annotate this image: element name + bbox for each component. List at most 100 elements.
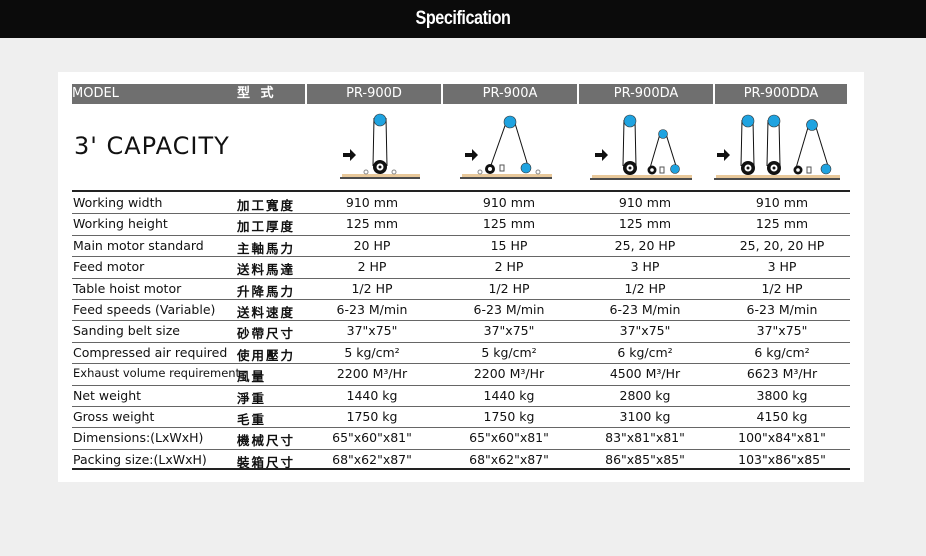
cell-value: 125 mm	[618, 216, 672, 232]
table-row: Feed motor 送料馬達 2 HP 2 HP 3 HP 3 HP	[72, 256, 850, 279]
cell-value: 25, 20, 20 HP	[739, 237, 825, 253]
cell-value: 2 HP	[494, 259, 524, 275]
cell-value: 5 kg/cm²	[344, 344, 400, 360]
row-label-zh: 砂帶尺寸	[237, 326, 296, 342]
pr-900a-diagram	[460, 115, 552, 179]
cell-value: 103"x86"x85"	[738, 451, 826, 467]
row-label-en: Net weight	[73, 387, 142, 403]
cell-value: 68"x62"x87"	[332, 451, 412, 467]
cell-value: 1750 kg	[483, 409, 535, 424]
cell-value: 3 HP	[767, 259, 797, 275]
table-row: Sanding belt size 砂帶尺寸 37"x75" 37"x75" 37"x7…	[72, 320, 850, 343]
row-label-en: Table hoist motor	[73, 280, 182, 296]
divider	[72, 468, 850, 470]
cell-value: 6-23 M/min	[746, 302, 818, 317]
row-label-zh: 主軸馬力	[237, 240, 296, 256]
row-label-en: Exhaust volume requirement	[73, 366, 241, 381]
table-row: Dimensions:(LxWxH) 機械尺寸 65"x60"x81" 65"x60"…	[72, 427, 850, 450]
cell-value: 100"x84"x81"	[738, 430, 826, 446]
table-row: Gross weight 毛重 1750 kg 1750 kg 3100 kg 4150 …	[72, 406, 850, 429]
row-label-zh: 毛重	[237, 412, 267, 427]
cell-value: 6 kg/cm²	[754, 344, 810, 360]
cell-value: 2800 kg	[619, 387, 671, 403]
cell-value: 910 mm	[482, 195, 536, 210]
row-label-zh: 機械尺寸	[237, 433, 296, 449]
cell-value: 2200 M³/Hr	[336, 366, 408, 382]
cell-value: 125 mm	[345, 216, 399, 232]
table-row: Exhaust volume requirement 風量 2200 M³/Hr 22…	[72, 363, 850, 386]
row-label-zh: 使用壓力	[237, 347, 296, 363]
header-pr-900d: PR-900D	[307, 84, 441, 104]
cell-value: 1440 kg	[346, 387, 398, 403]
top-bar: Specification	[0, 0, 926, 38]
cell-value: 2200 M³/Hr	[473, 366, 545, 382]
divider	[72, 190, 850, 192]
table-row: Table hoist motor 升降馬力 1/2 HP 1/2 HP 1/2 HP 1…	[72, 278, 850, 300]
cell-value: 3 HP	[630, 259, 660, 275]
row-label-en: Compressed air required	[73, 344, 228, 360]
cell-value: 83"x81"x81"	[605, 430, 685, 446]
cell-value: 1/2 HP	[351, 280, 393, 296]
row-label-zh: 加工寬度	[237, 198, 296, 213]
row-label-en: Packing size:(LxWxH)	[73, 451, 207, 467]
cell-value: 37"x75"	[756, 323, 808, 339]
cell-value: 1750 kg	[346, 409, 398, 424]
cell-value: 4150 kg	[756, 409, 808, 424]
cell-value: 6-23 M/min	[473, 302, 545, 317]
cell-value: 6-23 M/min	[609, 302, 681, 317]
table-row: Packing size:(LxWxH) 裝箱尺寸 68"x62"x87" 68"x6…	[72, 449, 850, 470]
row-label-en: Gross weight	[73, 409, 155, 424]
page-title: Specification	[415, 8, 511, 29]
row-label-zh: 裝箱尺寸	[237, 454, 296, 470]
table-row: Feed speeds (Variable) 送料速度 6-23 M/min 6-23…	[72, 299, 850, 322]
header-model-en: MODEL	[72, 86, 119, 101]
cell-value: 2 HP	[357, 259, 387, 275]
header-model-zh: 型 式	[237, 86, 277, 101]
row-label-en: Dimensions:(LxWxH)	[73, 430, 204, 446]
cell-value: 68"x62"x87"	[469, 451, 549, 467]
row-label-en: Feed speeds (Variable)	[73, 302, 216, 317]
cell-value: 125 mm	[482, 216, 536, 232]
cell-value: 6 kg/cm²	[617, 344, 673, 360]
row-label-en: Working height	[73, 216, 168, 232]
header-pr-900a: PR-900A	[443, 84, 577, 104]
row-label-zh: 加工厚度	[237, 219, 296, 235]
row-label-en: Feed motor	[73, 259, 145, 275]
cell-value: 6623 M³/Hr	[746, 366, 818, 382]
header-pr-900dda: PR-900DDA	[715, 84, 847, 104]
cell-value: 910 mm	[755, 195, 809, 210]
cell-value: 1440 kg	[483, 387, 535, 403]
cell-value: 1/2 HP	[624, 280, 666, 296]
pr-900d-diagram	[340, 113, 420, 179]
cell-value: 25, 20 HP	[614, 237, 676, 253]
table-row: Compressed air required 使用壓力 5 kg/cm² 5 kg/…	[72, 342, 850, 365]
cell-value: 37"x75"	[483, 323, 535, 339]
cell-value: 1/2 HP	[761, 280, 803, 296]
cell-value: 4500 M³/Hr	[609, 366, 681, 382]
row-label-zh: 送料馬達	[237, 262, 296, 278]
row-label-en: Main motor standard	[73, 237, 204, 253]
cell-value: 910 mm	[618, 195, 672, 210]
table-row: Net weight 淨重 1440 kg 1440 kg 2800 kg 3800 kg	[72, 385, 850, 407]
cell-value: 1/2 HP	[488, 280, 530, 296]
header-pr-900da: PR-900DA	[579, 84, 713, 104]
cell-value: 15 HP	[490, 237, 528, 253]
header-model: MODEL 型 式	[72, 84, 305, 104]
cell-value: 37"x75"	[346, 323, 398, 339]
cell-value: 3800 kg	[756, 387, 808, 403]
cell-value: 3100 kg	[619, 409, 671, 424]
cell-value: 86"x85"x85"	[605, 451, 685, 467]
row-label-zh: 風量	[237, 369, 267, 385]
table-row: Working width 加工寬度 910 mm 910 mm 910 mm 910 m…	[72, 192, 850, 215]
cell-value: 65"x60"x81"	[469, 430, 549, 446]
capacity-label: 3' CAPACITY	[74, 132, 230, 160]
row-label-en: Working width	[73, 195, 163, 210]
pr-900da-diagram	[590, 114, 692, 180]
cell-value: 65"x60"x81"	[332, 430, 412, 446]
row-label-zh: 送料速度	[237, 305, 296, 320]
cell-value: 20 HP	[353, 237, 391, 253]
cell-value: 6-23 M/min	[336, 302, 408, 317]
row-label-en: Sanding belt size	[73, 323, 180, 339]
cell-value: 5 kg/cm²	[481, 344, 537, 360]
pr-900dda-diagram	[714, 114, 840, 180]
